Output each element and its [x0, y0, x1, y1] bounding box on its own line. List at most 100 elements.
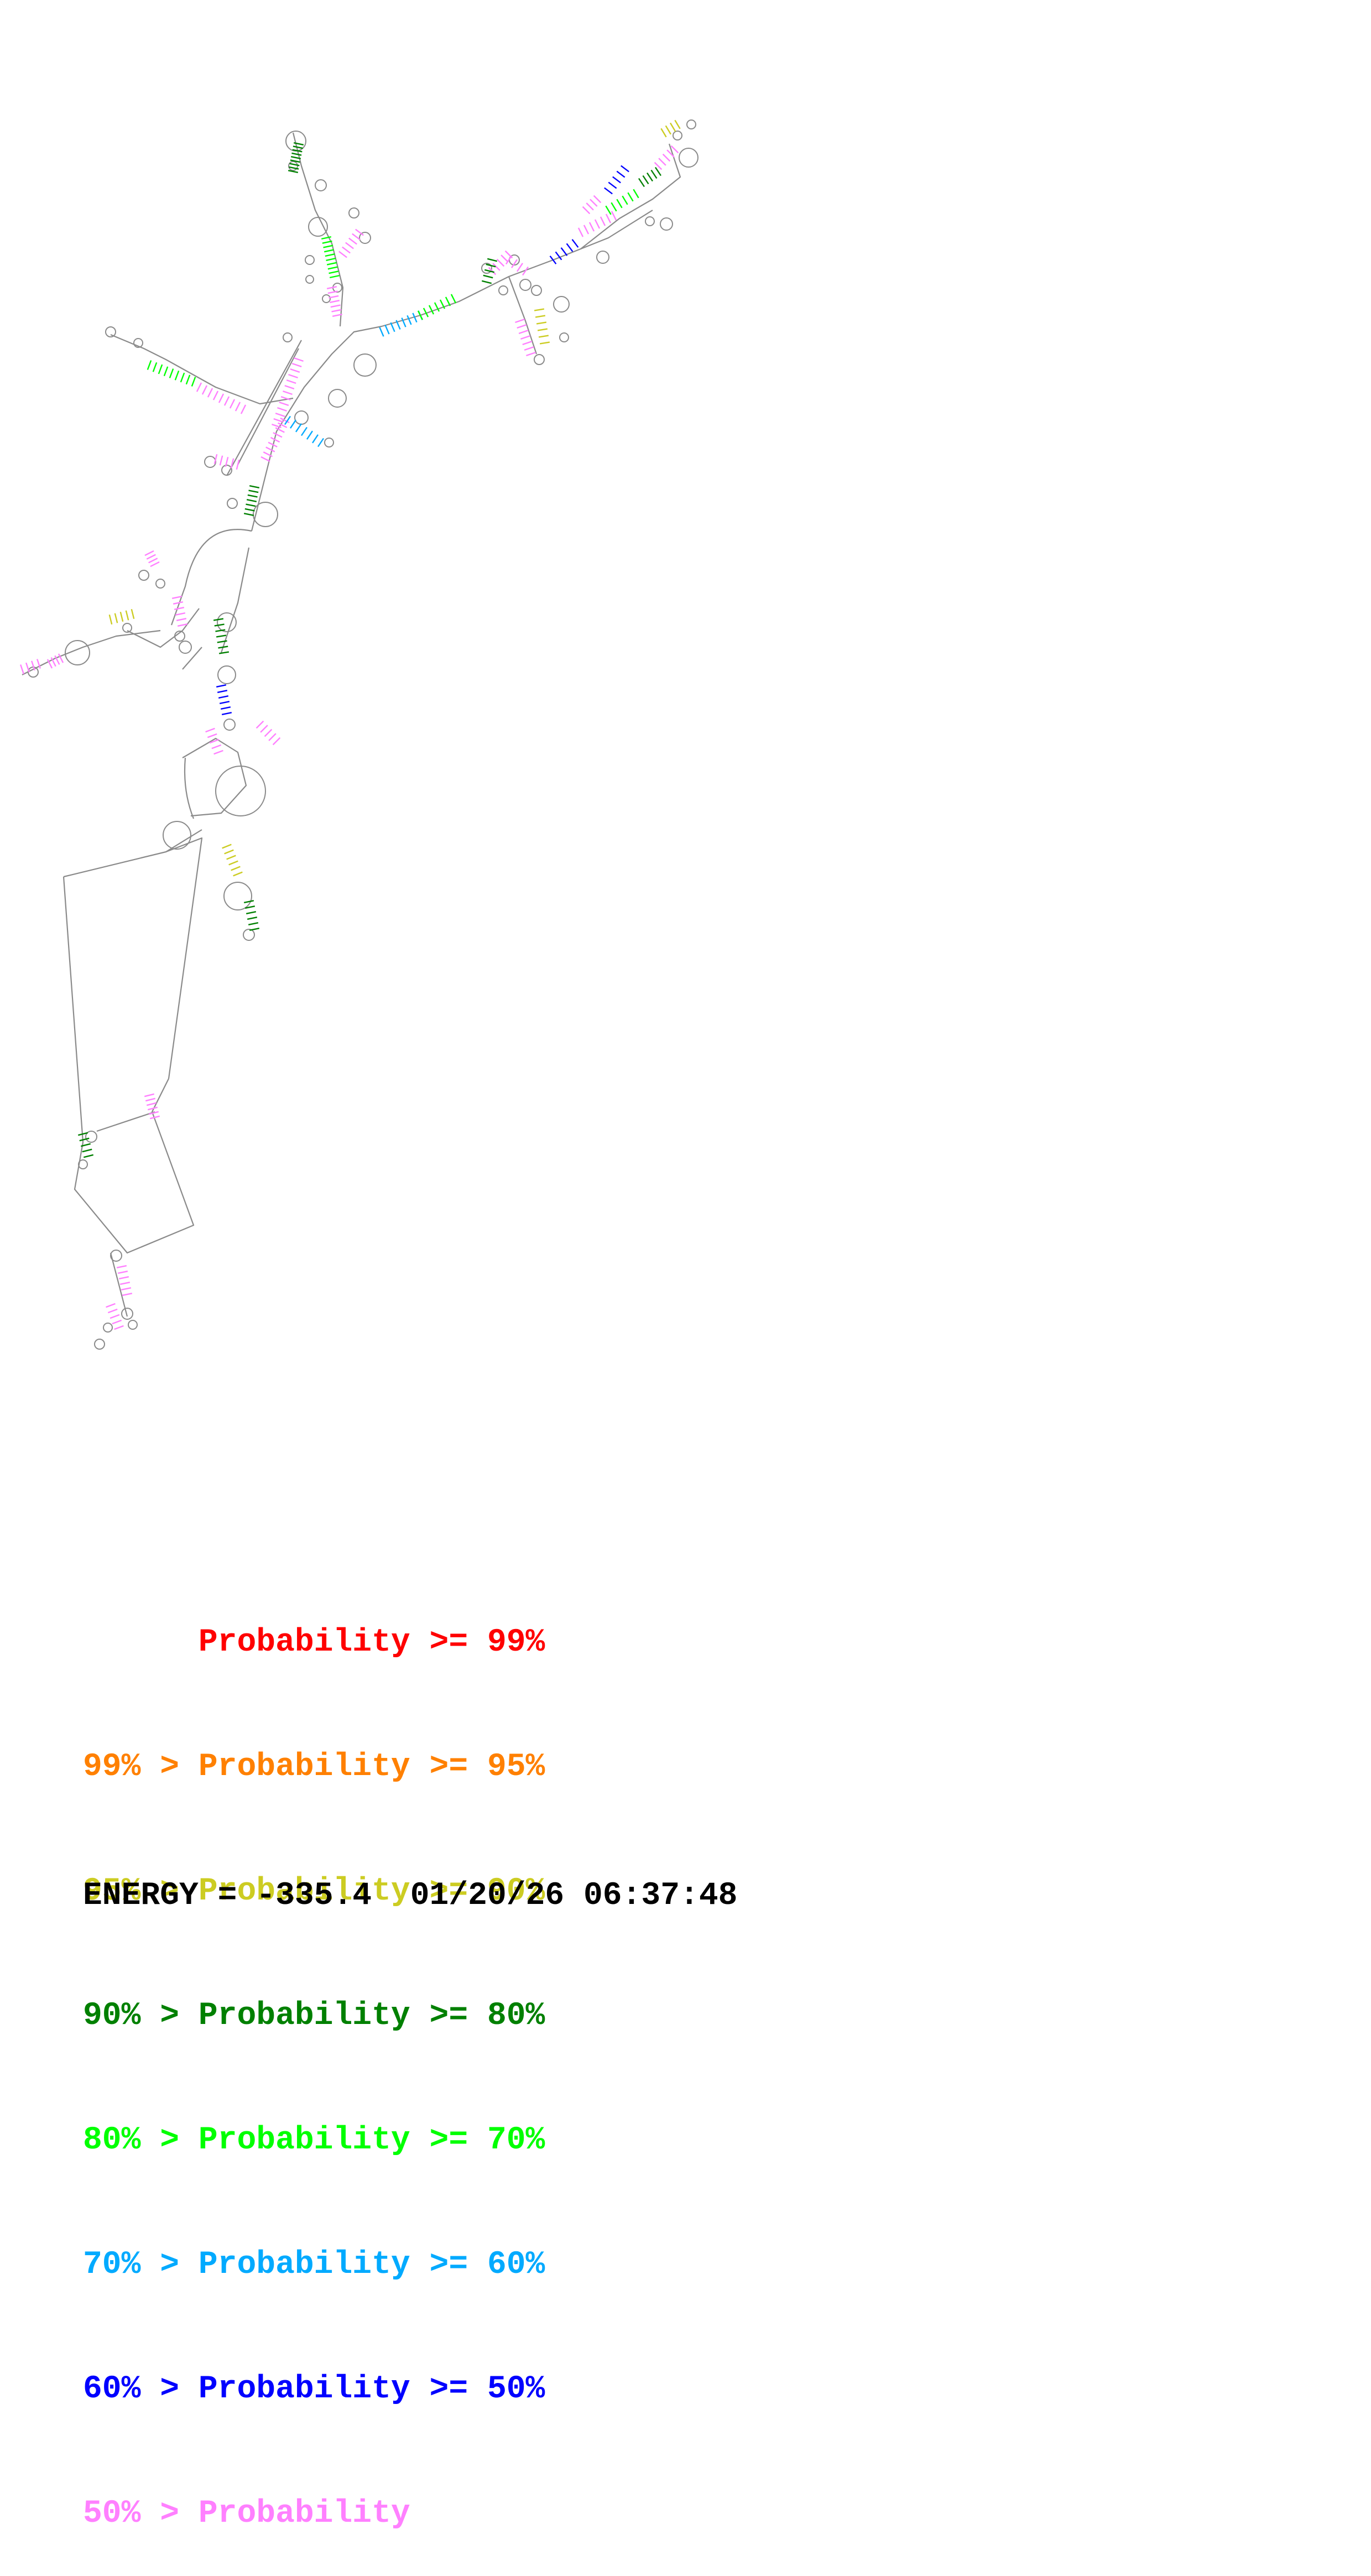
base-pair — [642, 175, 649, 185]
base-pair — [213, 454, 218, 465]
base-pair — [144, 550, 154, 556]
energy-footer: ENERGY = -335.4 01/20/26 06:37:48 — [83, 1878, 737, 1914]
base-pair — [230, 458, 234, 469]
hairpin-loop — [223, 719, 236, 731]
legend-label: Probability — [198, 2496, 410, 2532]
base-pair — [290, 368, 300, 373]
base-pair — [515, 319, 525, 323]
hairpin-loop — [305, 275, 314, 284]
base-pair — [291, 363, 302, 367]
base-pair — [329, 274, 340, 279]
base-pair — [209, 738, 220, 744]
base-pair — [295, 423, 302, 433]
hairpin-loop — [498, 285, 508, 295]
base-pair — [560, 247, 568, 256]
legend-label: Probability — [198, 1749, 410, 1785]
base-pair — [306, 430, 313, 440]
base-pair — [293, 145, 303, 149]
hairpin-loop — [204, 456, 216, 468]
base-pair — [524, 346, 534, 351]
base-pair — [275, 427, 285, 433]
base-pair — [324, 249, 335, 253]
backbone-link — [170, 529, 252, 626]
hairpin-loop — [121, 1308, 133, 1320]
hairpin-loop — [227, 498, 238, 509]
base-pair — [288, 374, 298, 378]
hairpin-loop — [122, 623, 132, 633]
base-pair — [240, 404, 247, 414]
legend-label: Probability — [198, 1874, 410, 1909]
base-pair — [221, 712, 232, 715]
hairpin-loop — [519, 279, 531, 291]
base-pair — [293, 142, 304, 145]
base-pair — [605, 214, 612, 223]
legend-suffix: >= 60% — [429, 2247, 545, 2283]
hairpin-loop — [174, 631, 185, 642]
base-pair — [583, 225, 590, 235]
hairpin-loop — [534, 354, 545, 365]
hairpin-loop — [559, 332, 569, 342]
legend-row-95: 99% > Probability >= 95% — [83, 1746, 545, 1788]
base-pair-stems — [20, 119, 681, 1330]
base-pair — [243, 513, 254, 516]
base-pair — [54, 655, 60, 665]
base-pair — [163, 366, 169, 377]
legend-suffix: >= 99% — [429, 1625, 545, 1661]
hairpin-loop — [163, 821, 191, 850]
base-pair — [294, 357, 304, 362]
base-pair — [406, 315, 412, 325]
base-pair — [526, 352, 536, 356]
backbone-link — [110, 1252, 128, 1317]
base-pair — [114, 1325, 124, 1330]
base-pair — [217, 640, 227, 643]
hairpin-loop — [103, 1323, 113, 1333]
base-pair — [534, 308, 545, 311]
legend-row-90: 95% > Probability >= 90% — [83, 1871, 545, 1912]
base-pair — [537, 328, 548, 331]
base-pair — [280, 417, 290, 424]
base-pair — [292, 149, 303, 153]
base-pair — [588, 222, 595, 232]
base-pair — [616, 170, 625, 178]
backbone-link — [96, 1111, 155, 1132]
base-pair — [577, 227, 584, 237]
base-pair — [121, 1287, 132, 1290]
base-pair — [638, 178, 645, 188]
base-pair — [233, 871, 243, 877]
hairpin-loop — [294, 410, 309, 425]
base-pair — [263, 451, 273, 457]
base-pair — [25, 662, 30, 673]
base-pair — [621, 165, 629, 173]
base-pair — [593, 195, 602, 204]
base-pair — [379, 327, 384, 337]
base-pair — [248, 922, 259, 925]
base-pair — [46, 659, 53, 669]
hairpin-loop — [481, 263, 492, 274]
legend-row-99: Probability >= 99% — [83, 1622, 545, 1663]
base-pair — [329, 295, 339, 299]
base-pair — [317, 438, 324, 447]
base-pair — [215, 629, 226, 632]
base-pair — [434, 302, 440, 312]
base-pair — [518, 330, 529, 334]
base-pair — [522, 266, 529, 276]
base-pair — [291, 152, 302, 156]
base-pair — [670, 122, 676, 132]
base-pair — [37, 659, 41, 669]
base-pair — [231, 866, 241, 871]
base-pair — [214, 623, 225, 627]
base-pair — [226, 855, 236, 860]
legend-prefix: 80% > — [83, 2122, 180, 2158]
base-pair — [174, 607, 185, 610]
hairpin-loop — [110, 1250, 122, 1262]
base-pair — [122, 1293, 133, 1296]
base-pair — [216, 684, 227, 688]
hairpin-loop — [128, 1320, 138, 1330]
base-pair — [185, 374, 191, 385]
backbone-link — [508, 276, 538, 355]
base-pair — [114, 613, 118, 623]
hairpin-loop — [359, 232, 371, 244]
base-pair — [665, 125, 671, 135]
hairpin-loop — [686, 119, 696, 129]
base-pair — [236, 459, 240, 470]
